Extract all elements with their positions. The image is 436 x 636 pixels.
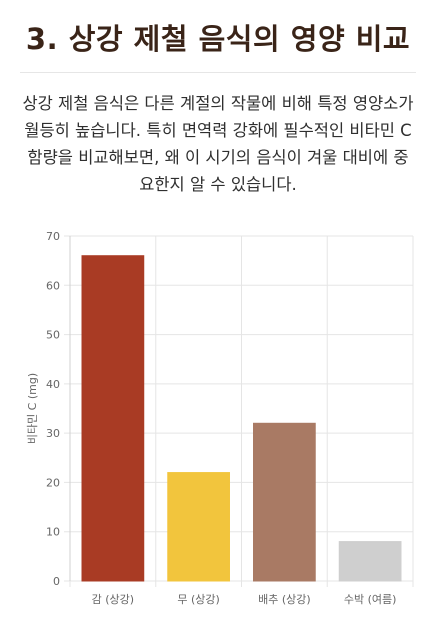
y-tick-label: 70 bbox=[46, 230, 60, 243]
y-tick-label: 40 bbox=[46, 378, 60, 391]
y-tick-label: 50 bbox=[46, 329, 60, 342]
x-tick-label: 수박 (여름) bbox=[344, 593, 397, 606]
bar bbox=[167, 472, 230, 582]
y-axis-title: 비타민 C (mg) bbox=[26, 373, 39, 444]
x-tick-label: 무 (상강) bbox=[177, 593, 219, 606]
section-title: 3. 상강 제철 음식의 영양 비교 bbox=[25, 22, 411, 56]
y-tick-label: 30 bbox=[46, 427, 60, 440]
bar bbox=[81, 255, 145, 582]
title-divider bbox=[20, 72, 416, 73]
y-tick-label: 0 bbox=[53, 575, 60, 588]
y-tick-label: 10 bbox=[46, 526, 60, 539]
x-tick-label: 배추 (상강) bbox=[258, 593, 311, 606]
y-tick-label: 60 bbox=[46, 279, 60, 292]
x-tick-label: 감 (상강) bbox=[92, 593, 134, 606]
bar bbox=[338, 541, 402, 582]
vitamin-c-bar-chart: 0 10 20 30 40 50 60 70 감 (상강) 무 (상강) 배추 (상강) 수박 (여름… bbox=[26, 230, 414, 606]
intro-paragraph: 상강 제철 음식은 다른 계절의 작물에 비해 특정 영양소가 월등히 높습니다… bbox=[22, 94, 414, 194]
bar bbox=[253, 422, 316, 582]
y-tick-label: 20 bbox=[46, 476, 60, 489]
